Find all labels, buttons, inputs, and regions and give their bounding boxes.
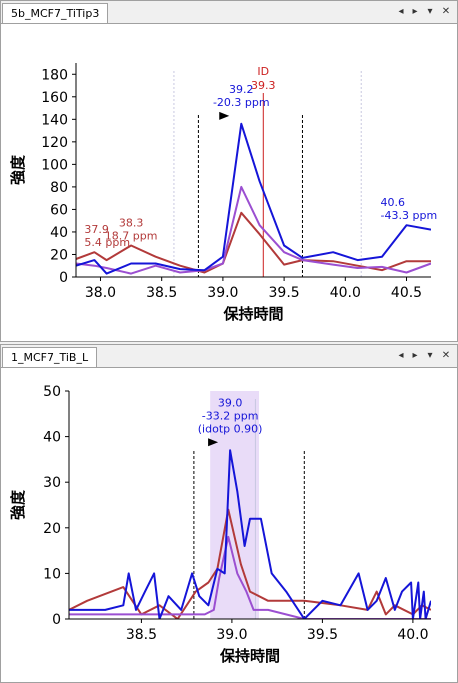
y-tick-label: 60 <box>50 202 68 218</box>
y-tick-label: 140 <box>41 112 68 128</box>
x-tick-label: 38.5 <box>126 627 157 643</box>
series-line-purple <box>69 535 431 619</box>
y-tick-label: 40 <box>50 225 68 241</box>
x-tick-label: 39.0 <box>207 285 238 301</box>
dropdown-icon[interactable]: ▾ <box>427 6 433 17</box>
y-tick-label: 40 <box>43 430 61 446</box>
x-tick-label: 39.5 <box>269 285 300 301</box>
tab-5b-mcf7-titip3[interactable]: 5b_MCF7_TiTip3 <box>2 3 109 23</box>
tab-1-mcf7-tib-l[interactable]: 1_MCF7_TiB_L <box>2 347 98 367</box>
peak-label-0-line-1: -20.3 ppm <box>213 96 270 109</box>
scroll-right-icon[interactable]: ▸ <box>412 6 418 17</box>
peak-label-3-line-0: 37.9 <box>84 223 109 236</box>
id-label: ID <box>257 65 269 78</box>
tab-bar: 5b_MCF7_TiTip3 ◂ ▸ ▾ ✕ <box>1 1 457 24</box>
y-tick-label: 0 <box>59 270 68 286</box>
peak-marker-arrow-0 <box>219 111 230 120</box>
id-value: 39.3 <box>251 79 276 92</box>
x-tick-label: 39.0 <box>216 627 247 643</box>
peak-marker-arrow-0 <box>208 438 219 447</box>
peak-label-1-line-1: -43.3 ppm <box>381 209 438 222</box>
x-tick-label: 40.0 <box>397 627 428 643</box>
x-tick-label: 39.5 <box>307 627 338 643</box>
peak-label-0-line-0: 39.2 <box>229 83 254 96</box>
peak-label-1-line-0: 40.6 <box>381 196 406 209</box>
x-tick-label: 38.0 <box>85 285 116 301</box>
peak-label-0-line-2: (idotp 0.90) <box>198 422 263 435</box>
peak-label-3-line-1: 5.4 ppm <box>84 236 130 249</box>
close-icon[interactable]: ✕ <box>441 350 451 361</box>
dropdown-icon[interactable]: ▾ <box>427 350 433 361</box>
scroll-right-icon[interactable]: ▸ <box>412 350 418 361</box>
scroll-left-icon[interactable]: ◂ <box>398 6 404 17</box>
peak-label-2-line-1: 18.7 ppm <box>105 229 158 242</box>
peak-label-0-line-0: 39.0 <box>218 396 243 409</box>
x-tick-label: 38.5 <box>146 285 177 301</box>
series-group <box>69 449 431 619</box>
y-tick-label: 160 <box>41 90 68 106</box>
y-tick-label: 20 <box>50 247 68 263</box>
chromatogram-pane-1: 5b_MCF7_TiTip3 ◂ ▸ ▾ ✕ ID 39.3 0 20 40 60 80 10… <box>0 0 458 342</box>
series-group <box>76 122 431 275</box>
y-tick-label: 180 <box>41 67 68 83</box>
x-axis-label: 保持時間 <box>219 647 280 665</box>
y-tick-label: 100 <box>41 157 68 173</box>
y-tick-label: 80 <box>50 180 68 196</box>
series-line-purple <box>76 185 431 275</box>
peak-label-2-line-0: 38.3 <box>119 216 144 229</box>
y-tick-label: 30 <box>43 475 61 491</box>
y-tick-label: 120 <box>41 135 68 151</box>
chromatogram-pane-2: 1_MCF7_TiB_L ◂ ▸ ▾ ✕ 0 10 20 30 40 50 38.5 39.0… <box>0 344 458 683</box>
y-tick-label: 50 <box>43 384 61 400</box>
y-axis-label: 強度 <box>9 489 27 520</box>
y-axis-label: 強度 <box>9 154 27 185</box>
scroll-left-icon[interactable]: ◂ <box>398 350 404 361</box>
y-tick-label: 10 <box>43 566 61 582</box>
close-icon[interactable]: ✕ <box>441 6 451 17</box>
x-tick-label: 40.5 <box>391 285 422 301</box>
y-tick-label: 0 <box>52 612 61 628</box>
peak-label-0-line-1: -33.2 ppm <box>202 409 259 422</box>
series-line-blue <box>69 449 431 619</box>
y-tick-label: 20 <box>43 521 61 537</box>
series-line-brown <box>69 508 431 619</box>
tab-bar: 1_MCF7_TiB_L ◂ ▸ ▾ ✕ <box>1 345 457 368</box>
x-axis-label: 保持時間 <box>222 305 283 323</box>
series-line-blue <box>76 122 431 275</box>
x-tick-label: 40.0 <box>330 285 361 301</box>
